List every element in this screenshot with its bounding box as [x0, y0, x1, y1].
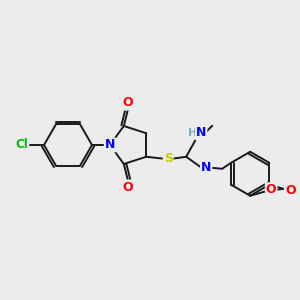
Text: O: O [285, 184, 296, 197]
Text: Cl: Cl [16, 139, 28, 152]
Text: N: N [201, 161, 211, 174]
Text: S: S [164, 152, 173, 165]
Text: H: H [188, 128, 197, 138]
Text: O: O [266, 183, 277, 196]
Text: N: N [196, 126, 206, 139]
Text: N: N [105, 139, 115, 152]
Text: O: O [122, 97, 133, 110]
Text: O: O [122, 181, 133, 194]
